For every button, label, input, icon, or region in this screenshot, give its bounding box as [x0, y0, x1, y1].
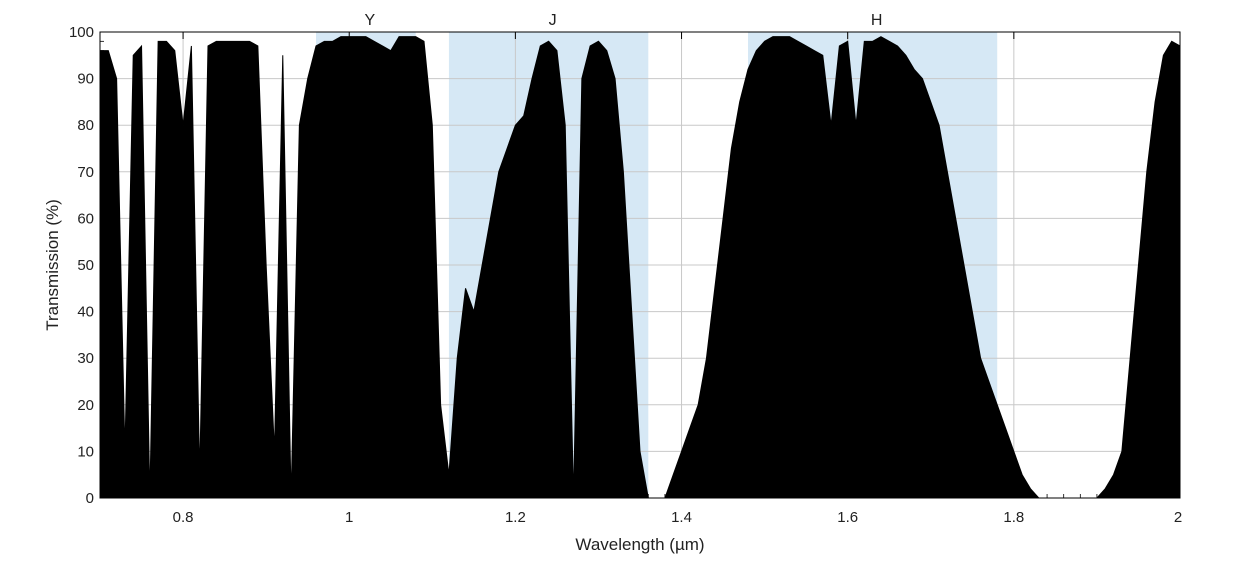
- y-tick-label: 30: [77, 350, 94, 367]
- y-tick-label: 100: [69, 24, 94, 41]
- band-label-j: J: [549, 12, 557, 29]
- y-tick-label: 60: [77, 210, 94, 227]
- data-group: [99, 36, 1181, 499]
- x-tick-label: 1: [345, 509, 353, 526]
- transmission-area: [99, 36, 1181, 499]
- x-axis-title: Wavelength (µm): [575, 535, 704, 554]
- y-tick-label: 20: [77, 397, 94, 414]
- x-tick-label: 1.2: [505, 509, 526, 526]
- band-label-y: Y: [365, 12, 376, 29]
- x-tick-label: 1.4: [671, 509, 692, 526]
- y-tick-label: 90: [77, 71, 94, 88]
- y-tick-label: 0: [86, 490, 94, 507]
- y-axis-title: Transmission (%): [43, 199, 62, 331]
- x-tick-label: 1.6: [837, 509, 858, 526]
- x-tick-label: 2: [1174, 509, 1182, 526]
- y-tick-label: 80: [77, 117, 94, 134]
- x-tick-label: 0.8: [173, 509, 194, 526]
- band-label-h: H: [871, 12, 883, 29]
- tick-group: [100, 31, 1181, 499]
- y-tick-label: 40: [77, 304, 94, 321]
- y-tick-label: 70: [77, 164, 94, 181]
- y-tick-label: 10: [77, 443, 94, 460]
- y-tick-label: 50: [77, 257, 94, 274]
- x-tick-label: 1.8: [1003, 509, 1024, 526]
